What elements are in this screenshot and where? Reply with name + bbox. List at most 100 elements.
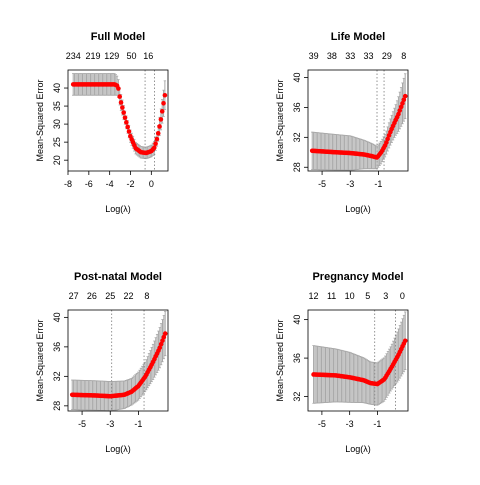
plot-frame xyxy=(67,69,169,172)
top-axis-label: 50 xyxy=(127,51,137,61)
data-point xyxy=(162,331,168,336)
y-tick-label: 32 xyxy=(292,392,302,402)
y-axis-label: Mean-Squared Error xyxy=(35,79,45,161)
data-point xyxy=(161,101,166,106)
top-axis-label: 12 xyxy=(309,291,319,301)
data-point xyxy=(116,86,121,91)
x-tick-label: -1 xyxy=(373,419,381,429)
data-point xyxy=(159,109,165,114)
data-point xyxy=(401,97,407,103)
data-point xyxy=(162,92,168,98)
data-point xyxy=(126,129,132,134)
x-tick-label: -1 xyxy=(134,419,142,429)
data-point xyxy=(402,93,408,99)
top-axis-label: 39 xyxy=(309,51,319,61)
x-tick-label: -3 xyxy=(106,419,114,429)
x-tick-label: -5 xyxy=(78,419,86,429)
top-axis-label: 0 xyxy=(400,291,405,301)
x-tick-label: 0 xyxy=(149,179,154,189)
y-tick-label: 32 xyxy=(292,132,302,142)
data-point xyxy=(125,124,130,130)
data-point xyxy=(121,110,126,115)
x-tick-label: -1 xyxy=(374,179,382,189)
y-axis-label: Mean-Squared Error xyxy=(35,319,45,401)
data-point xyxy=(117,94,123,99)
data-point xyxy=(402,338,408,344)
data-point xyxy=(385,136,390,142)
data-point xyxy=(153,141,158,146)
panel-3: Pregnancy Model 12 11 10 5 3 0 -5 -3 -1 32 36 40 Log(… xyxy=(275,271,409,454)
x-tick-label: -6 xyxy=(85,179,93,189)
y-tick-label: 28 xyxy=(292,162,302,172)
data-point xyxy=(161,334,167,340)
x-axis-label: Log(λ) xyxy=(345,204,371,214)
data-point xyxy=(397,108,403,113)
x-tick-label: -4 xyxy=(106,179,114,189)
panel-1: Life Model 39 38 33 33 29 8 -5 -3 -1 28 32 36 40 Log(λ… xyxy=(275,31,409,214)
chart-title: Full Model xyxy=(91,31,145,43)
y-tick-label: 28 xyxy=(52,401,62,411)
data-point xyxy=(122,115,128,120)
x-tick-label: -3 xyxy=(346,179,354,189)
y-tick-label: 36 xyxy=(292,102,302,112)
panel-2: Post-natal Model 27 26 25 22 8 -5 -3 -1 28 32 36 40 L… xyxy=(35,271,169,454)
data-point xyxy=(396,111,401,117)
y-tick-label: 32 xyxy=(52,371,62,381)
top-axis-label: 16 xyxy=(143,51,153,61)
x-tick-label: -5 xyxy=(318,419,326,429)
data-point xyxy=(157,345,163,350)
x-tick-label: -8 xyxy=(64,179,72,189)
top-axis-label: 234 xyxy=(66,51,81,61)
y-axis-label: Mean-Squared Error xyxy=(275,319,285,401)
top-axis-label: 8 xyxy=(144,291,149,301)
panel-0: Full Model 234 219 129 50 16 -8 -6 -4 -2 0 20 25 30 35… xyxy=(35,31,169,214)
y-tick-label: 40 xyxy=(292,315,302,325)
top-axis-label: 33 xyxy=(364,51,374,61)
top-axis-label: 219 xyxy=(85,51,100,61)
top-axis-label: 33 xyxy=(345,51,355,61)
y-tick-label: 35 xyxy=(52,101,62,111)
data-point xyxy=(398,104,404,110)
plot-frame xyxy=(307,69,409,172)
top-axis-label: 11 xyxy=(327,291,336,301)
x-axis-label: Log(λ) xyxy=(105,444,131,454)
y-tick-label: 36 xyxy=(292,353,302,363)
y-tick-label: 25 xyxy=(52,137,62,147)
top-axis-label: 38 xyxy=(327,51,337,61)
data-point xyxy=(157,124,162,129)
data-point xyxy=(160,338,165,343)
y-tick-label: 36 xyxy=(52,342,62,352)
plot-frame xyxy=(67,309,169,412)
top-axis-label: 26 xyxy=(87,291,97,301)
x-axis-label: Log(λ) xyxy=(105,204,131,214)
chart-title: Pregnancy Model xyxy=(312,271,403,283)
top-axis-label: 29 xyxy=(382,51,392,61)
top-axis-label: 5 xyxy=(365,291,370,301)
data-point xyxy=(154,136,160,142)
data-point xyxy=(400,101,405,106)
plot-frame xyxy=(307,309,409,412)
top-axis-label: 3 xyxy=(383,291,388,301)
y-tick-label: 30 xyxy=(52,119,62,129)
y-tick-label: 40 xyxy=(292,72,302,82)
top-axis-label: 22 xyxy=(124,291,134,301)
data-point xyxy=(384,140,389,145)
y-axis-label: Mean-Squared Error xyxy=(275,79,285,161)
x-tick-label: -3 xyxy=(346,419,354,429)
data-point xyxy=(124,120,129,125)
x-axis-label: Log(λ) xyxy=(345,444,371,454)
data-point xyxy=(151,145,157,151)
top-axis-label: 25 xyxy=(105,291,115,301)
y-tick-label: 40 xyxy=(52,312,62,322)
top-axis-label: 129 xyxy=(104,51,119,61)
x-tick-label: -5 xyxy=(318,179,326,189)
top-axis-label: 27 xyxy=(69,291,79,301)
data-point xyxy=(118,100,124,105)
top-axis-label: 10 xyxy=(345,291,355,301)
data-point xyxy=(158,117,164,122)
y-tick-label: 20 xyxy=(52,155,62,165)
y-tick-label: 40 xyxy=(52,83,62,93)
chart-title: Life Model xyxy=(331,31,385,43)
